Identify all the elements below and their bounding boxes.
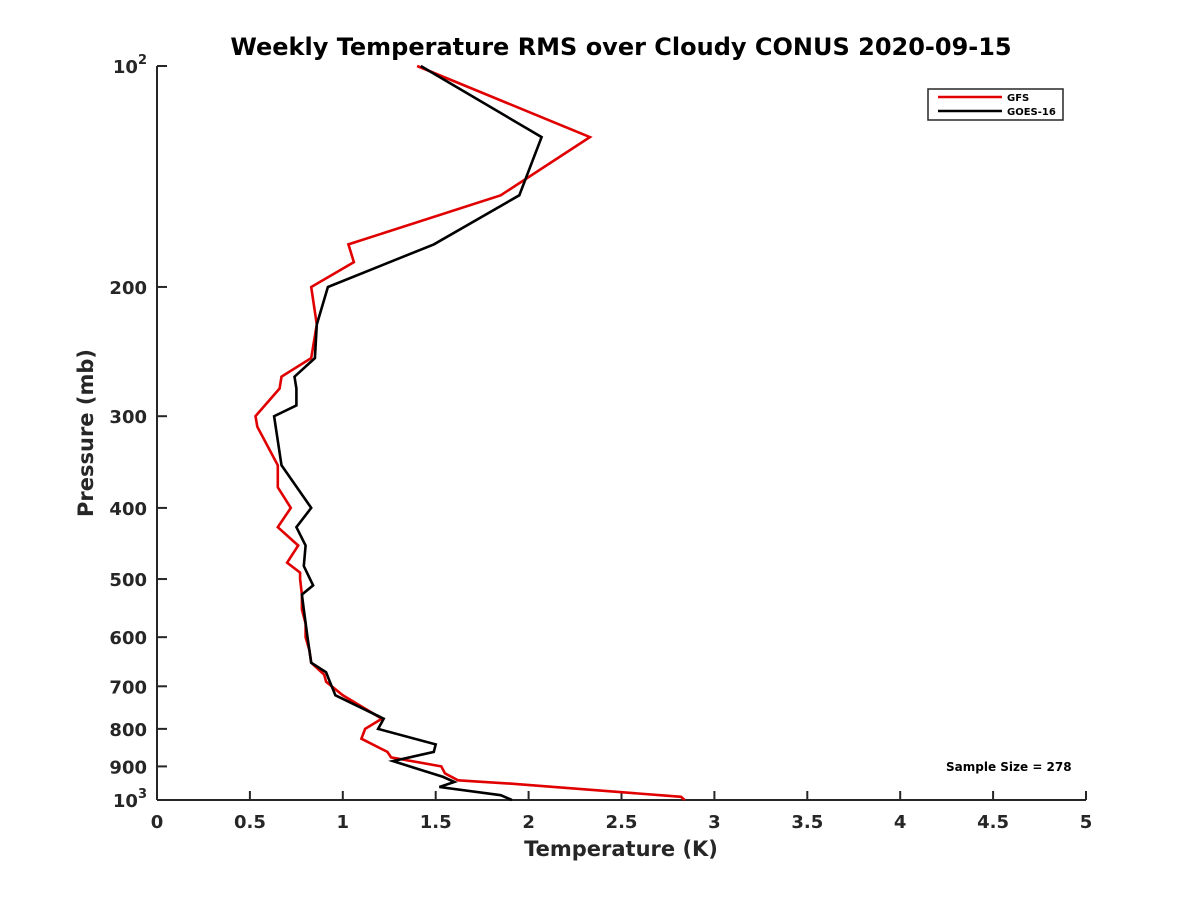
- x-tick-label: 1.5: [420, 812, 452, 833]
- series-lines: [254, 64, 686, 802]
- y-tick-label: 600: [109, 628, 147, 649]
- x-ticks: 0 0.5 1 1.5 2 2.5 3 3.5 4 4.5 5: [151, 791, 1093, 833]
- y-tick-label: 200: [109, 278, 147, 299]
- y-tick-label: 500: [109, 570, 147, 591]
- y-tick-label: 400: [109, 499, 147, 520]
- y-tick-label-base: 10: [113, 791, 138, 812]
- y-tick-label-exponent: 3: [138, 787, 147, 802]
- x-tick-label: 0: [151, 812, 164, 833]
- x-tick-label: 1: [337, 812, 350, 833]
- legend-label-goes-16: GOES-16: [1007, 107, 1056, 118]
- y-tick-label: 700: [109, 677, 147, 698]
- x-tick-label: 5: [1080, 812, 1093, 833]
- y-tick-label: 102: [113, 53, 147, 78]
- legend: GFS GOES-16: [927, 88, 1064, 121]
- x-tick-label: 4.5: [977, 812, 1009, 833]
- x-tick-label: 2: [522, 812, 535, 833]
- y-axis-title: Pressure (mb): [74, 349, 98, 517]
- series-line-gfs: [254, 64, 686, 801]
- x-tick-label: 2.5: [606, 812, 638, 833]
- x-tick-label: 0.5: [234, 812, 266, 833]
- legend-box: [927, 88, 1064, 121]
- series-line-goes-16: [272, 64, 544, 802]
- x-axis-title: Temperature (K): [524, 837, 718, 861]
- y-tick-label: 300: [109, 407, 147, 428]
- sample-size-annotation: Sample Size = 278: [946, 760, 1072, 774]
- x-tick-label: 3.5: [791, 812, 823, 833]
- y-tick-label-base: 10: [113, 57, 138, 78]
- y-tick-label: 900: [109, 757, 147, 778]
- y-tick-label: 103: [113, 787, 147, 812]
- x-tick-label: 4: [894, 812, 907, 833]
- legend-label-gfs: GFS: [1007, 93, 1029, 104]
- y-tick-label-exponent: 2: [138, 53, 147, 68]
- x-tick-label: 3: [708, 812, 721, 833]
- y-tick-label: 800: [109, 720, 147, 741]
- chart-title: Weekly Temperature RMS over Cloudy CONUS…: [230, 33, 1011, 61]
